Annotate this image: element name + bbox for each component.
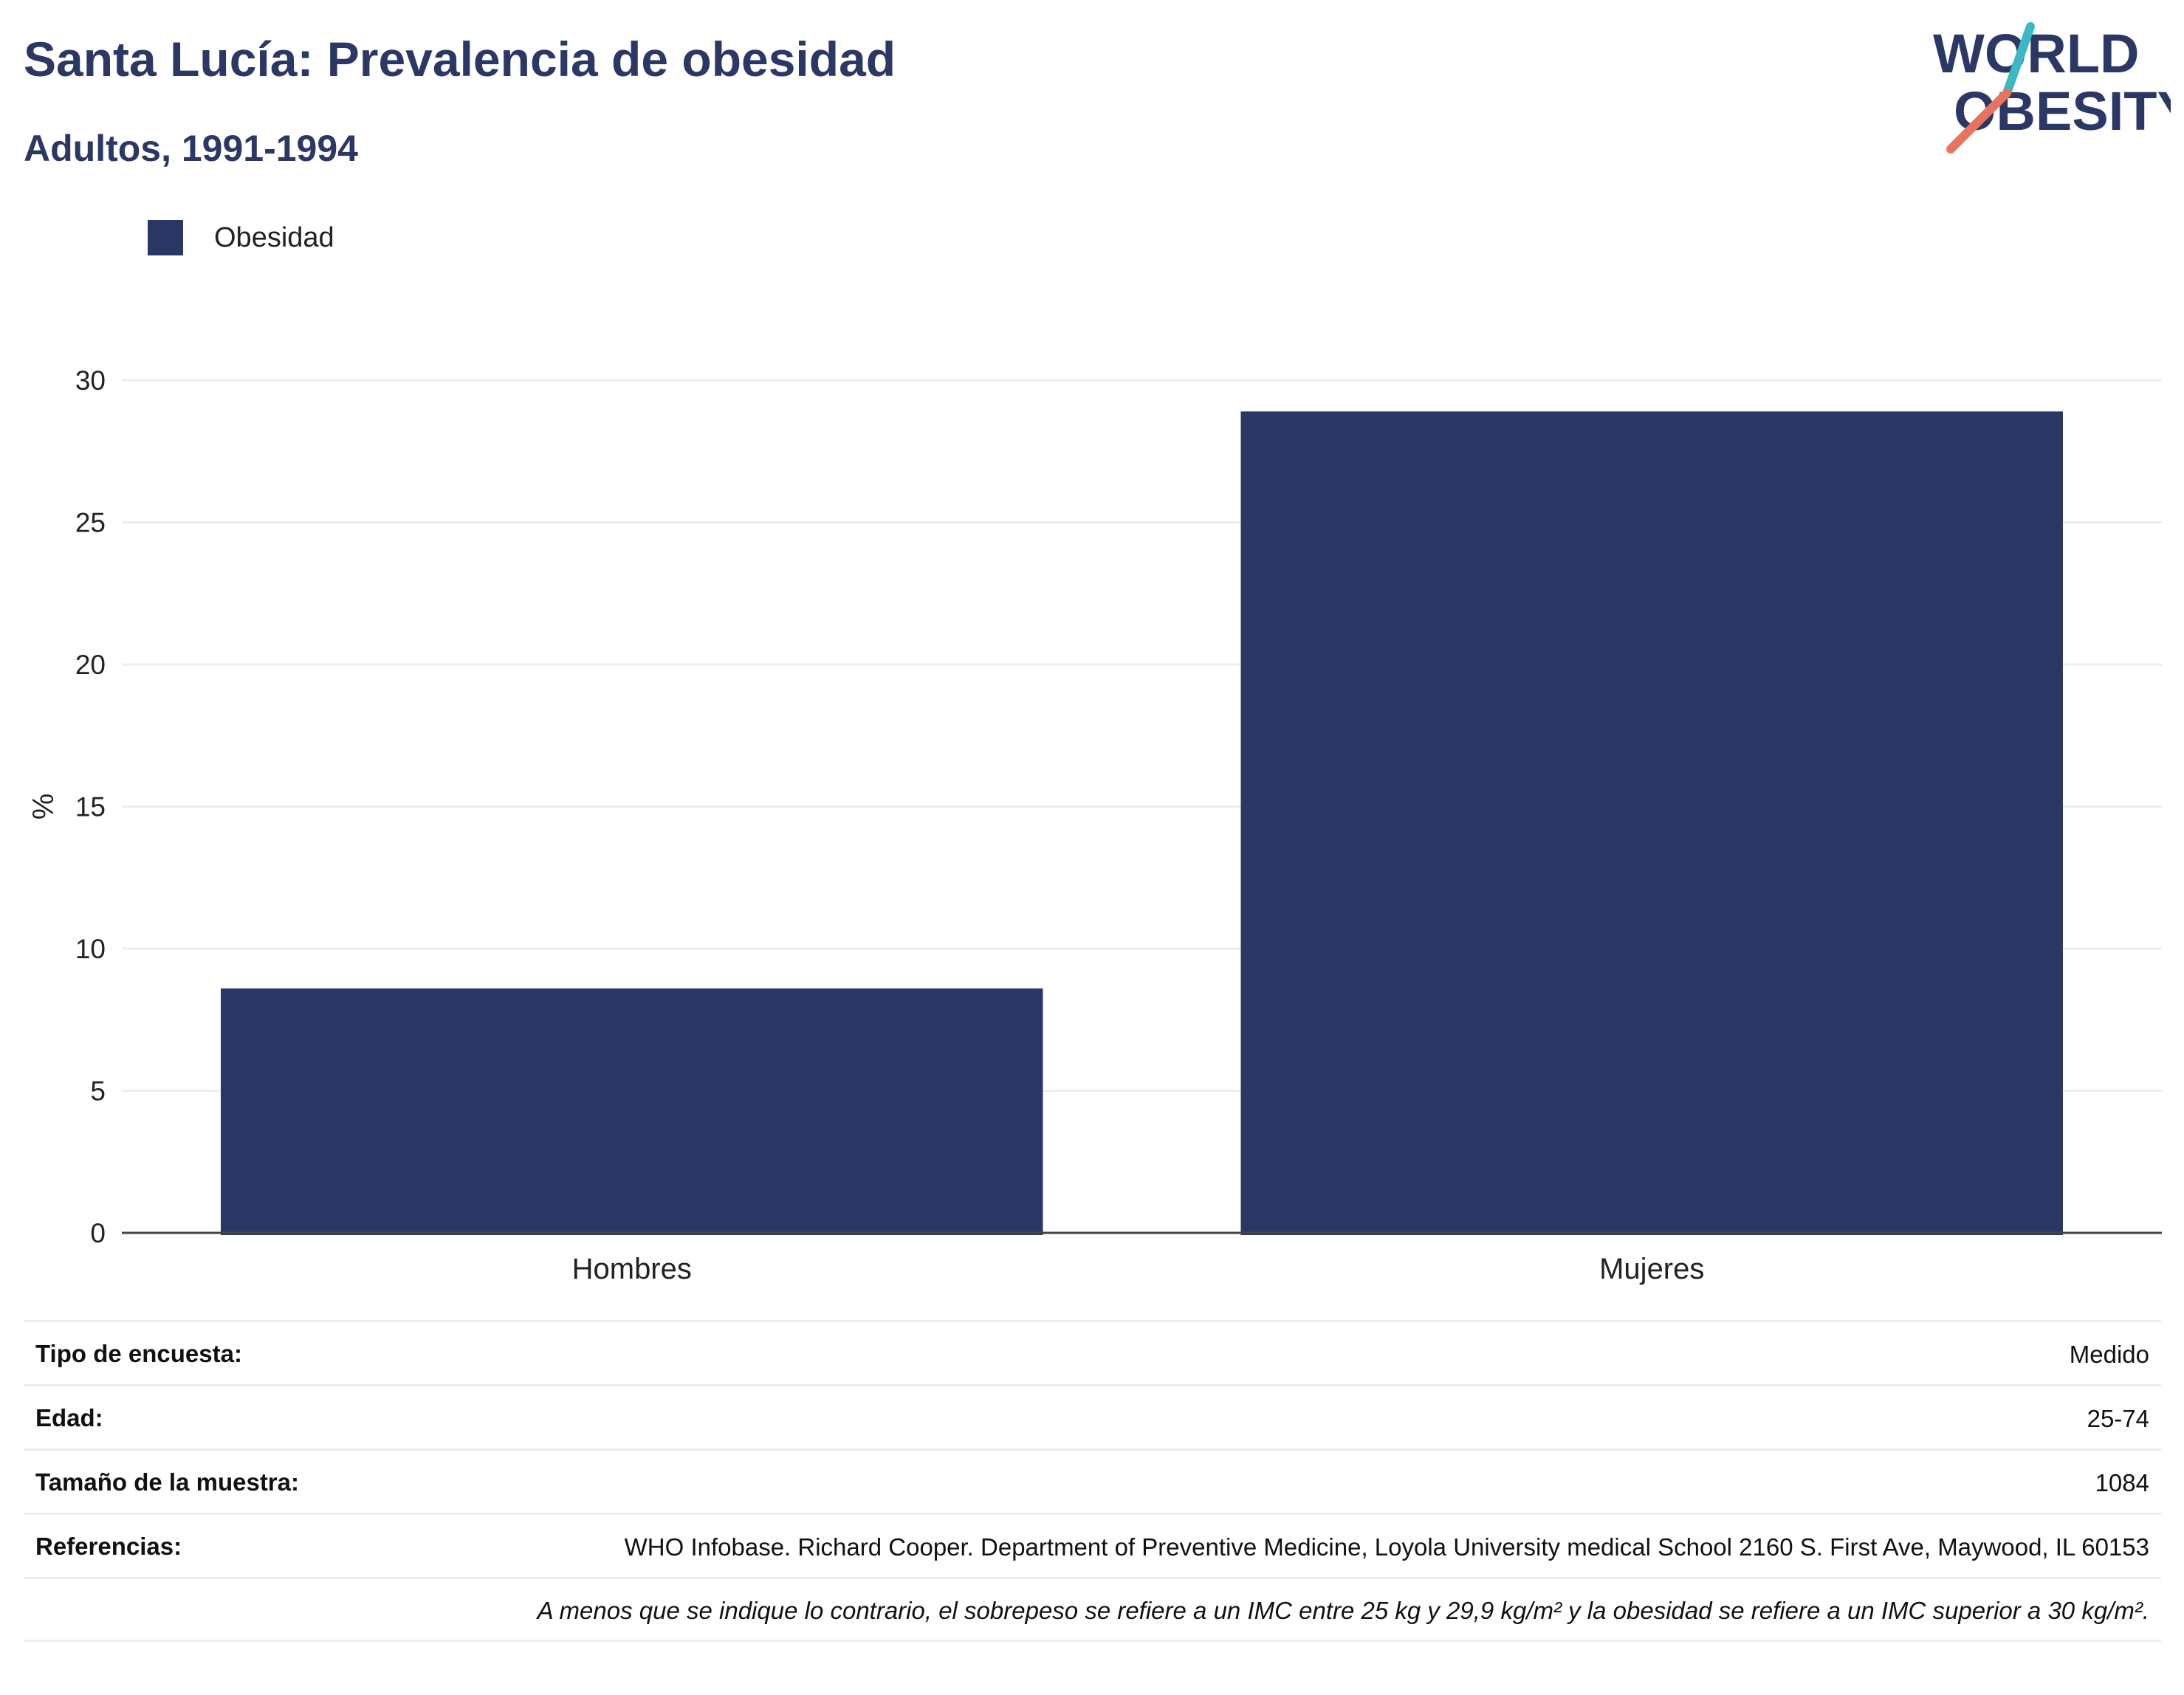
info-row-age: Edad: 25-74 xyxy=(24,1384,2161,1448)
info-value: 1084 xyxy=(2095,1469,2149,1496)
y-tick-label: 10 xyxy=(75,934,106,964)
logo-slash-coral xyxy=(1946,89,2011,154)
y-tick-label: 5 xyxy=(90,1076,106,1107)
y-tick-label: 0 xyxy=(90,1218,106,1248)
chart-subtitle: Adultos, 1991-1994 xyxy=(24,128,358,169)
bar-mujeres xyxy=(1240,411,2063,1235)
y-tick-label: 30 xyxy=(75,365,106,396)
info-value: Medido xyxy=(2069,1341,2149,1368)
logo-word-world: WORLD xyxy=(1933,23,2140,84)
info-row-survey-type: Tipo de encuesta: Medido xyxy=(24,1320,2161,1384)
info-value: 25-74 xyxy=(2087,1405,2149,1432)
info-row-sample-size: Tamaño de la muestra: 1084 xyxy=(24,1448,2161,1513)
x-tick-label: Hombres xyxy=(572,1253,692,1285)
definition-note: A menos que se indique lo contrario, el … xyxy=(537,1597,2149,1624)
legend: Obesidad xyxy=(148,220,334,255)
info-label: Referencias: xyxy=(35,1533,182,1560)
logo-slash-teal xyxy=(2002,22,2035,97)
info-value: WHO Infobase. Richard Cooper. Department… xyxy=(624,1533,2149,1561)
info-label: Edad: xyxy=(35,1404,103,1431)
y-tick-label: 20 xyxy=(75,650,106,680)
world-obesity-logo: WORLD OBESITY xyxy=(1933,22,2171,154)
y-tick-label: 25 xyxy=(75,508,106,538)
survey-info-table: Tipo de encuesta: Medido Edad: 25-74 Tam… xyxy=(24,1320,2161,1642)
info-row-note: A menos que se indique lo contrario, el … xyxy=(24,1577,2161,1642)
chart-title: Santa Lucía: Prevalencia de obesidad xyxy=(24,32,896,86)
bar-chart: 0 5 10 15 20 25 30 Hombres Mujeres% xyxy=(27,365,2162,1285)
y-axis-label: % xyxy=(27,794,60,820)
info-label: Tamaño de la muestra: xyxy=(35,1468,299,1496)
info-row-references: Referencias: WHO Infobase. Richard Coope… xyxy=(24,1513,2161,1577)
y-tick-label: 15 xyxy=(75,792,106,822)
legend-label-obesidad: Obesidad xyxy=(214,221,334,253)
bar-hombres xyxy=(221,988,1043,1235)
legend-swatch-obesidad xyxy=(148,220,183,255)
info-label: Tipo de encuesta: xyxy=(35,1340,242,1367)
x-tick-label: Mujeres xyxy=(1599,1253,1704,1285)
